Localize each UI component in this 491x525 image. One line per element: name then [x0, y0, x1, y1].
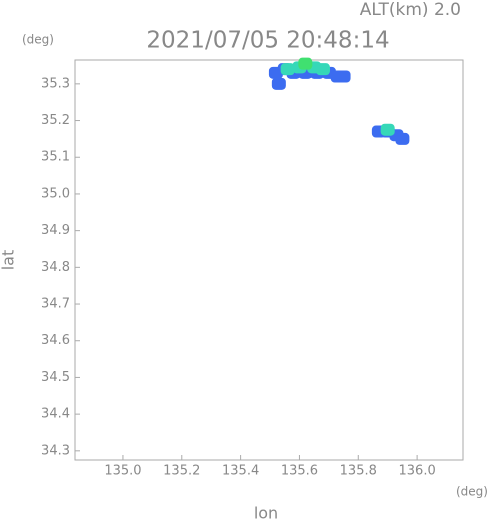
plot-frame: [74, 59, 464, 461]
y-tick-label: 34.6: [41, 333, 70, 348]
echo-cell: [380, 123, 395, 136]
y-tick-label: 34.3: [41, 443, 70, 458]
x-tick-label: 135.4: [222, 464, 259, 479]
x-axis-label: lon: [254, 504, 278, 522]
echo-cell: [336, 70, 351, 83]
echo-cell: [271, 77, 286, 90]
x-unit: (deg): [456, 485, 488, 499]
y-axis-label: lat: [0, 250, 18, 271]
y-tick-label: 34.4: [41, 407, 70, 422]
echo-cell: [280, 63, 295, 76]
y-tick-label: 34.8: [41, 260, 70, 275]
x-tick-label: 136.0: [399, 464, 436, 479]
echo-cell: [315, 63, 330, 76]
y-tick-label: 34.5: [41, 370, 70, 385]
y-unit: (deg): [22, 33, 54, 47]
y-tick-label: 35.3: [41, 76, 70, 91]
y-tick-label: 35.0: [41, 186, 70, 201]
echo-cell: [395, 132, 410, 145]
x-tick-label: 135.2: [163, 464, 200, 479]
chart-subtitle: ALT(km) 2.0: [360, 0, 461, 20]
x-tick-label: 135.0: [104, 464, 141, 479]
y-tick-label: 34.7: [41, 297, 70, 312]
x-tick-label: 135.8: [340, 464, 377, 479]
chart-title: 2021/07/05 20:48:14: [146, 28, 389, 54]
y-tick-label: 35.1: [41, 150, 70, 165]
echo-cell: [298, 57, 313, 70]
y-tick-label: 34.9: [41, 223, 70, 238]
y-tick-label: 35.2: [41, 113, 70, 128]
x-tick-label: 135.6: [281, 464, 318, 479]
